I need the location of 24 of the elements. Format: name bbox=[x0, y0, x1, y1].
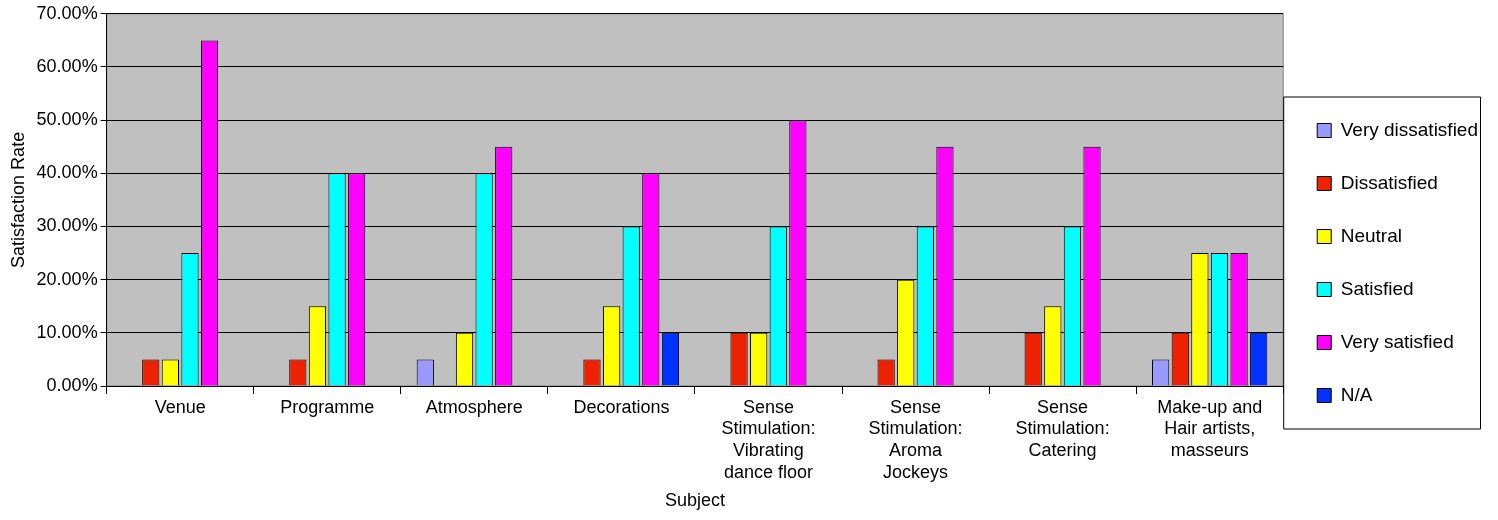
x-tick-label: Venue bbox=[154, 396, 206, 417]
y-tick-label: 70.00% bbox=[36, 2, 98, 23]
y-tick-label: 30.00% bbox=[36, 215, 98, 236]
y-tick-label: 60.00% bbox=[36, 55, 98, 76]
x-tick-label: Sense Stimulation: Vibrating dance floor bbox=[721, 396, 816, 482]
y-tick-label: 20.00% bbox=[36, 268, 98, 289]
y-tick-label: 40.00% bbox=[36, 162, 98, 183]
y-tick-label: 0.00% bbox=[46, 374, 98, 395]
legend-label: Very dissatisfied bbox=[1340, 118, 1479, 140]
legend-label: Dissatisfied bbox=[1340, 171, 1438, 193]
x-tick-label: Make-up and Hair artists, masseurs bbox=[1157, 396, 1263, 460]
legend-label: Satisfied bbox=[1340, 277, 1414, 299]
x-tick-label: Decorations bbox=[573, 396, 670, 417]
y-tick-label: 10.00% bbox=[36, 321, 98, 342]
legend-label: Very satisfied bbox=[1340, 330, 1454, 352]
x-tick-label: Sense Stimulation: Aroma Jockeys bbox=[868, 396, 963, 482]
y-tick-label: 50.00% bbox=[36, 109, 98, 130]
x-axis-title: Subject bbox=[664, 490, 725, 511]
x-tick-label: Sense Stimulation: Catering bbox=[1015, 396, 1110, 460]
x-tick-label: Atmosphere bbox=[425, 396, 523, 417]
x-tick-label: Programme bbox=[280, 396, 375, 417]
y-axis-title: Satisfaction Rate bbox=[7, 131, 28, 268]
legend-label: Neutral bbox=[1340, 224, 1402, 246]
legend-label: N/A bbox=[1340, 383, 1373, 405]
